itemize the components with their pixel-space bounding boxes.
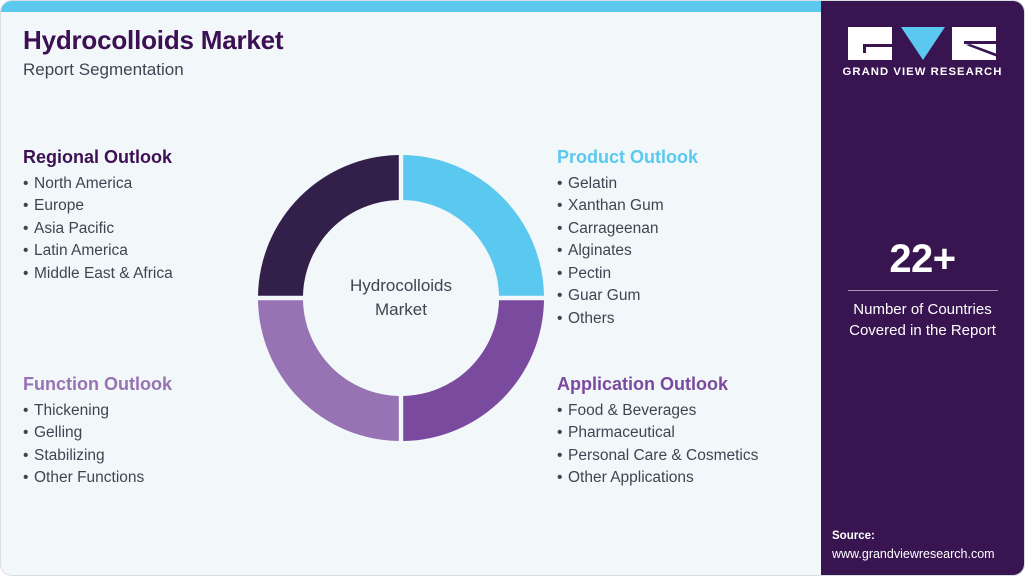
donut-segment-regional xyxy=(258,155,399,296)
stat-countries: 22+ Number of Countries Covered in the R… xyxy=(821,239,1024,341)
stat-caption-line2: Covered in the Report xyxy=(849,322,996,339)
list-item: Pectin xyxy=(557,263,698,286)
list-item: Pharmaceutical xyxy=(557,422,758,445)
list-item: Asia Pacific xyxy=(23,218,173,241)
page-title: Hydrocolloids Market xyxy=(23,25,284,55)
list-item: Europe xyxy=(23,195,173,218)
source-attribution: Source: www.grandviewresearch.com xyxy=(832,528,995,563)
section-application-outlook: Application Outlook Food & Beverages Pha… xyxy=(557,373,758,490)
list-item: Alginates xyxy=(557,240,698,263)
list-product: Gelatin Xanthan Gum Carrageenan Alginate… xyxy=(557,173,698,331)
brand-logo: GRAND VIEW RESEARCH xyxy=(821,27,1024,78)
list-item: Thickening xyxy=(23,400,172,423)
brand-logo-text: GRAND VIEW RESEARCH xyxy=(842,66,1003,78)
section-heading-function: Function Outlook xyxy=(23,374,172,394)
section-function-outlook: Function Outlook Thickening Gelling Stab… xyxy=(23,373,172,490)
gvr-logo-icon xyxy=(847,27,998,60)
list-item: North America xyxy=(23,173,173,196)
section-product-outlook: Product Outlook Gelatin Xanthan Gum Carr… xyxy=(557,146,698,331)
list-item: Latin America xyxy=(23,240,173,263)
list-item: Other Functions xyxy=(23,467,172,490)
list-item: Stabilizing xyxy=(23,445,172,468)
section-heading-application: Application Outlook xyxy=(557,374,728,394)
list-item: Middle East & Africa xyxy=(23,263,173,286)
top-accent-bar xyxy=(1,1,823,12)
list-item: Others xyxy=(557,308,698,331)
list-item: Food & Beverages xyxy=(557,400,758,423)
list-function: Thickening Gelling Stabilizing Other Fun… xyxy=(23,400,172,490)
donut-chart-svg xyxy=(258,155,544,441)
list-item: Personal Care & Cosmetics xyxy=(557,445,758,468)
page-subtitle: Report Segmentation xyxy=(23,59,184,79)
right-brand-panel: GRAND VIEW RESEARCH 22+ Number of Countr… xyxy=(821,1,1024,575)
list-item: Gelatin xyxy=(557,173,698,196)
list-item: Xanthan Gum xyxy=(557,195,698,218)
source-label: Source: xyxy=(832,530,875,542)
list-item: Gelling xyxy=(23,422,172,445)
list-application: Food & Beverages Pharmaceutical Personal… xyxy=(557,400,758,490)
stat-divider xyxy=(847,290,998,291)
list-item: Other Applications xyxy=(557,467,758,490)
header: Hydrocolloids Market Report Segmentation xyxy=(23,25,284,80)
section-heading-product: Product Outlook xyxy=(557,147,698,167)
stat-caption: Number of Countries Covered in the Repor… xyxy=(821,299,1024,341)
stat-caption-line1: Number of Countries xyxy=(853,301,992,318)
donut-chart: Hydrocolloids Market xyxy=(256,153,546,443)
list-regional: North America Europe Asia Pacific Latin … xyxy=(23,173,173,286)
source-url[interactable]: www.grandviewresearch.com xyxy=(832,547,995,561)
left-content-panel: Hydrocolloids Market Report Segmentation… xyxy=(1,12,823,575)
donut-segment-function xyxy=(258,300,399,441)
donut-segment-application xyxy=(403,300,544,441)
donut-segment-product xyxy=(403,155,544,296)
stat-number: 22+ xyxy=(889,237,956,281)
list-item: Carrageenan xyxy=(557,218,698,241)
section-regional-outlook: Regional Outlook North America Europe As… xyxy=(23,146,173,285)
section-heading-regional: Regional Outlook xyxy=(23,147,173,167)
list-item: Guar Gum xyxy=(557,285,698,308)
